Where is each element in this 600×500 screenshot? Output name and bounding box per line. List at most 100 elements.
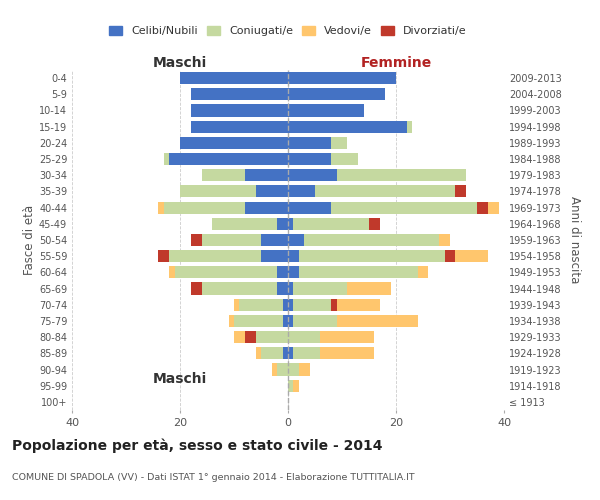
Bar <box>180 137 288 149</box>
Bar <box>261 234 288 246</box>
Bar <box>288 250 299 262</box>
Bar <box>283 315 288 327</box>
Bar <box>288 364 299 376</box>
Bar <box>261 250 288 262</box>
Bar <box>445 250 455 262</box>
Bar <box>261 348 283 360</box>
Bar <box>164 153 169 165</box>
Bar <box>158 250 169 262</box>
Bar <box>347 282 391 294</box>
Bar <box>320 331 374 343</box>
Bar <box>191 88 288 101</box>
Bar <box>288 169 337 181</box>
Bar <box>407 120 412 132</box>
Bar <box>288 266 299 278</box>
Bar <box>337 169 466 181</box>
Bar <box>288 120 407 132</box>
Text: Femmine: Femmine <box>361 56 431 70</box>
Bar <box>169 266 175 278</box>
Bar <box>315 186 455 198</box>
Bar <box>288 218 293 230</box>
Bar <box>234 298 239 311</box>
Bar <box>455 250 488 262</box>
Bar <box>337 298 380 311</box>
Bar <box>283 298 288 311</box>
Bar <box>245 202 288 213</box>
Bar <box>202 169 245 181</box>
Bar <box>191 104 288 117</box>
Bar <box>245 331 256 343</box>
Bar <box>283 348 288 360</box>
Bar <box>272 364 277 376</box>
Bar <box>245 169 288 181</box>
Bar <box>277 266 288 278</box>
Legend: Celibi/Nubili, Coniugati/e, Vedovi/e, Divorziati/e: Celibi/Nubili, Coniugati/e, Vedovi/e, Di… <box>105 21 471 40</box>
Bar <box>256 186 288 198</box>
Bar <box>299 266 418 278</box>
Bar <box>331 153 358 165</box>
Bar <box>202 282 277 294</box>
Bar <box>288 137 331 149</box>
Bar <box>212 218 277 230</box>
Bar <box>202 234 261 246</box>
Bar <box>191 120 288 132</box>
Bar <box>288 282 293 294</box>
Bar <box>288 348 293 360</box>
Bar <box>293 298 331 311</box>
Bar <box>164 202 245 213</box>
Text: Maschi: Maschi <box>153 372 207 386</box>
Bar <box>418 266 428 278</box>
Y-axis label: Anni di nascita: Anni di nascita <box>568 196 581 284</box>
Bar <box>293 380 299 392</box>
Bar <box>477 202 488 213</box>
Bar <box>288 202 331 213</box>
Bar <box>439 234 450 246</box>
Bar <box>304 234 439 246</box>
Bar <box>288 72 396 84</box>
Text: Maschi: Maschi <box>153 56 207 70</box>
Text: Popolazione per età, sesso e stato civile - 2014: Popolazione per età, sesso e stato civil… <box>12 438 383 453</box>
Bar <box>234 315 283 327</box>
Bar <box>288 315 293 327</box>
Bar <box>331 137 347 149</box>
Bar <box>169 153 288 165</box>
Bar <box>293 348 320 360</box>
Bar <box>369 218 380 230</box>
Bar <box>331 298 337 311</box>
Bar <box>277 218 288 230</box>
Bar <box>288 380 293 392</box>
Bar <box>180 72 288 84</box>
Bar <box>293 315 337 327</box>
Bar <box>229 315 234 327</box>
Bar <box>191 282 202 294</box>
Bar <box>256 348 261 360</box>
Bar <box>288 186 315 198</box>
Bar <box>288 331 320 343</box>
Bar <box>299 364 310 376</box>
Bar <box>288 153 331 165</box>
Bar <box>337 315 418 327</box>
Bar <box>256 331 288 343</box>
Bar <box>320 348 374 360</box>
Bar <box>169 250 261 262</box>
Bar <box>180 186 256 198</box>
Bar <box>175 266 277 278</box>
Text: COMUNE DI SPADOLA (VV) - Dati ISTAT 1° gennaio 2014 - Elaborazione TUTTITALIA.IT: COMUNE DI SPADOLA (VV) - Dati ISTAT 1° g… <box>12 473 415 482</box>
Bar <box>239 298 283 311</box>
Bar <box>488 202 499 213</box>
Bar <box>299 250 445 262</box>
Bar <box>331 202 477 213</box>
Bar <box>234 331 245 343</box>
Bar <box>191 234 202 246</box>
Bar <box>288 104 364 117</box>
Bar <box>277 364 288 376</box>
Bar <box>158 202 164 213</box>
Bar <box>293 282 347 294</box>
Bar <box>288 234 304 246</box>
Bar <box>288 298 293 311</box>
Bar <box>293 218 369 230</box>
Y-axis label: Fasce di età: Fasce di età <box>23 205 36 275</box>
Bar <box>277 282 288 294</box>
Bar <box>288 88 385 101</box>
Bar <box>455 186 466 198</box>
